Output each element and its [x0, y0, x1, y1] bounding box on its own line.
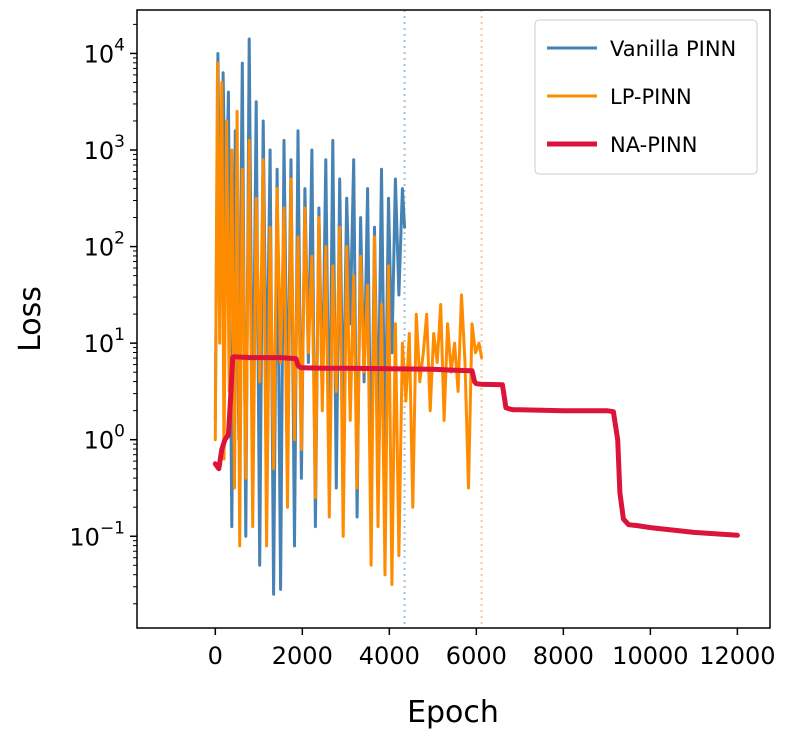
y-tick-label: 100 — [84, 422, 125, 455]
x-tick-label: 0 — [208, 642, 223, 670]
x-tick-label: 12000 — [699, 642, 775, 670]
legend-box — [534, 19, 758, 175]
legend: Vanilla PINN LP-PINN NA-PINN — [534, 19, 758, 175]
series-line-na-pinn — [212, 354, 740, 538]
x-tick-label: 4000 — [359, 642, 420, 670]
legend-label: Vanilla PINN — [610, 37, 736, 61]
x-tick-label: 2000 — [272, 642, 333, 670]
x-tick-label: 6000 — [446, 642, 507, 670]
y-tick-label: 10−1 — [69, 518, 125, 551]
y-tick-label: 103 — [84, 132, 125, 165]
x-axis-label: Epoch — [407, 695, 499, 730]
x-tick-label: 8000 — [533, 642, 594, 670]
x-tick-label: 10000 — [612, 642, 688, 670]
legend-label: LP-PINN — [610, 85, 692, 109]
y-tick-label: 101 — [84, 325, 125, 358]
y-tick-label: 104 — [84, 35, 125, 68]
legend-label: NA-PINN — [610, 133, 697, 157]
plot-frame — [136, 9, 771, 629]
y-tick-label: 102 — [84, 229, 125, 262]
y-axis-label: Loss — [13, 286, 48, 352]
series-line-lp-pinn — [213, 61, 484, 586]
